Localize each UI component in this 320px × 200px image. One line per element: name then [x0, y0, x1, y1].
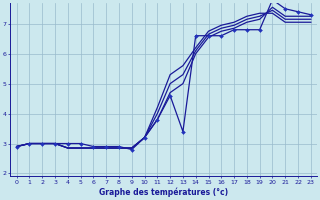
X-axis label: Graphe des températures (°c): Graphe des températures (°c) [99, 188, 228, 197]
